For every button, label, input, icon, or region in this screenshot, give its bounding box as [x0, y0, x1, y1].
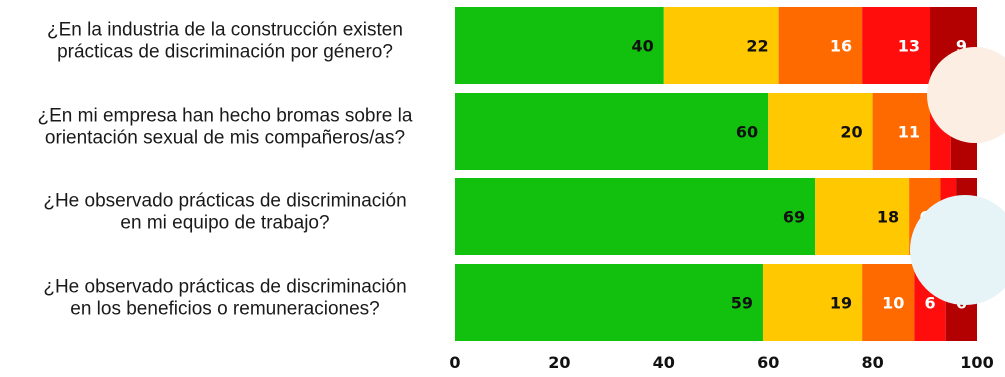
- bar-segment-2-5: [950, 93, 977, 170]
- x-tick-label: 20: [548, 353, 570, 372]
- bar-segment-3-5: [956, 178, 977, 255]
- bar-segment-2-4: [930, 93, 951, 170]
- bar-segment-2-2: [768, 93, 873, 170]
- bar-segment-4-2: [762, 264, 863, 341]
- data-label-1-5: 9: [956, 37, 967, 56]
- category-label-1: ¿En la industria de la construcción exis…: [47, 20, 403, 63]
- data-label-4-4: 6: [925, 294, 936, 313]
- category-label-2: ¿En mi empresa han hecho bromas sobre la…: [38, 106, 413, 149]
- category-label-line: ¿En la industria de la construcción exis…: [47, 20, 403, 41]
- bar-segment-1-5: [930, 7, 977, 84]
- category-label-line: ¿He observado prácticas de discriminació…: [43, 191, 406, 212]
- x-tick-label: 80: [861, 353, 883, 372]
- data-label-2-1: 60: [736, 123, 758, 142]
- data-label-4-3: 10: [882, 294, 904, 313]
- bar-segment-4-3: [862, 264, 915, 341]
- bar-segment-2-1: [455, 93, 769, 170]
- data-label-2-2: 20: [840, 123, 862, 142]
- data-label-3-1: 69: [783, 208, 805, 227]
- data-label-4-1: 59: [731, 294, 753, 313]
- bar-segment-3-1: [455, 178, 816, 255]
- data-label-1-1: 40: [632, 37, 654, 56]
- bar-segment-1-3: [778, 7, 863, 84]
- category-label-line: en mi equipo de trabajo?: [120, 213, 329, 234]
- x-tick-label: 40: [653, 353, 675, 372]
- x-tick-label: 60: [757, 353, 779, 372]
- category-label-line: prácticas de discriminación por género?: [57, 42, 393, 63]
- category-label-line: orientación sexual de mis compañeros/as?: [45, 128, 405, 149]
- data-label-4-5: 6: [956, 294, 967, 313]
- data-label-3-3: 6: [919, 208, 930, 227]
- data-label-1-3: 16: [830, 37, 852, 56]
- category-label-line: ¿He observado prácticas de discriminació…: [43, 277, 406, 298]
- x-tick-label: 100: [960, 353, 993, 372]
- x-tick-label: 0: [449, 353, 460, 372]
- bar-segment-1-2: [663, 7, 779, 84]
- data-label-1-4: 13: [898, 37, 920, 56]
- bar-segment-3-4: [940, 178, 957, 255]
- bar-segment-1-1: [455, 7, 664, 84]
- bar-segment-4-1: [455, 264, 763, 341]
- data-label-1-2: 22: [746, 37, 768, 56]
- category-label-line: ¿En mi empresa han hecho bromas sobre la: [38, 106, 413, 127]
- data-label-4-2: 19: [830, 294, 852, 313]
- category-label-line: en los beneficios o remuneraciones?: [70, 299, 379, 320]
- data-label-3-2: 18: [877, 208, 899, 227]
- category-label-4: ¿He observado prácticas de discriminació…: [43, 277, 406, 320]
- bar-segment-3-2: [815, 178, 910, 255]
- category-label-3: ¿He observado prácticas de discriminació…: [43, 191, 406, 234]
- bar-segment-1-4: [862, 7, 931, 84]
- data-label-2-3: 11: [898, 123, 920, 142]
- bar-segment-2-3: [872, 93, 931, 170]
